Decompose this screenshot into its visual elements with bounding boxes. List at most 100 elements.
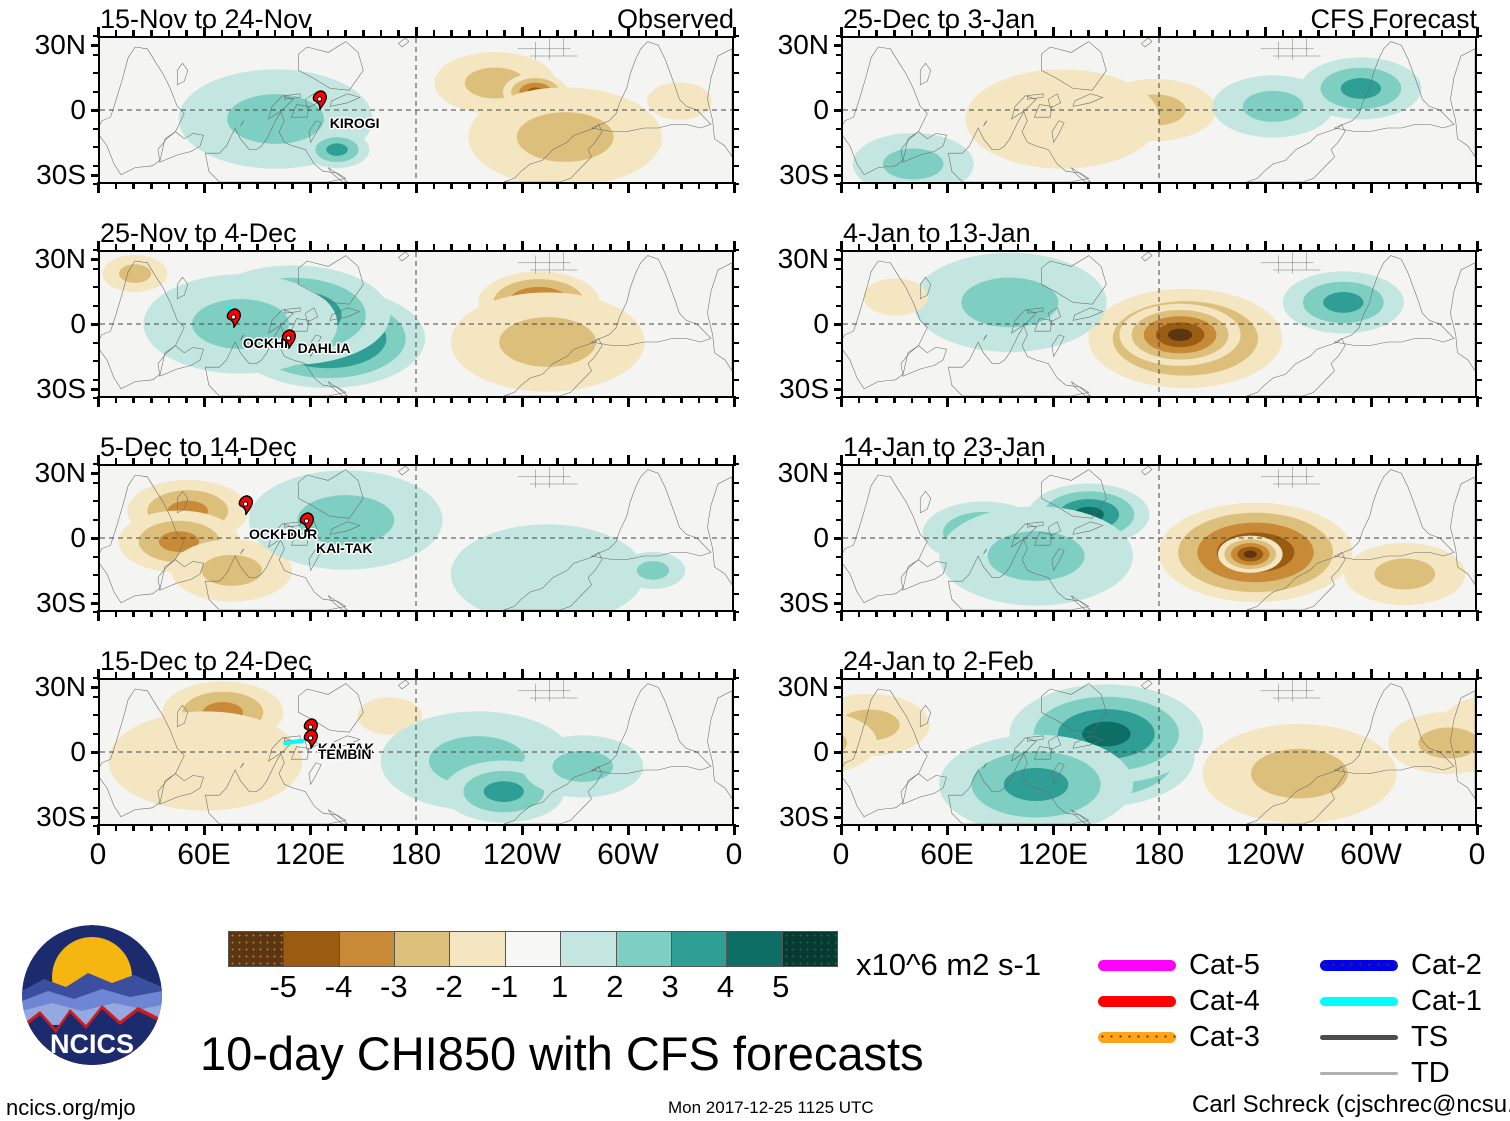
x-tick-mark [556, 610, 559, 617]
x-tick-mark [167, 610, 171, 617]
colorbar-swatch [670, 932, 727, 966]
x-tick-mark [150, 396, 153, 403]
x-tick-mark [291, 458, 294, 465]
colorbar-swatch [504, 932, 561, 966]
y-minor-tick [1476, 35, 1482, 37]
colorbar-tick-label: 2 [606, 969, 624, 1004]
y-minor-tick [93, 360, 99, 362]
x-tick-mark [238, 30, 241, 37]
x-tick-mark [1175, 824, 1179, 831]
x-tick-mark [999, 458, 1002, 465]
x-tick-mark [1334, 244, 1338, 251]
anomaly-contour [552, 750, 614, 782]
x-tick-mark [1246, 182, 1249, 189]
storm-name-label: KIROGI [329, 114, 380, 131]
x-tick-mark [1458, 672, 1461, 679]
y-minor-tick [836, 806, 842, 809]
x-tick-mark [627, 824, 630, 835]
x-tick-mark [468, 458, 471, 465]
y-tick-mark [834, 173, 843, 177]
x-tick-mark [1228, 824, 1232, 831]
logo-text: NCICS [50, 1029, 134, 1059]
coastline [298, 470, 363, 519]
anomaly-contour [1167, 328, 1193, 342]
coastline [1071, 810, 1090, 824]
y-minor-tick [1476, 788, 1482, 790]
x-tick-mark [1175, 458, 1179, 465]
x-tick-mark [1352, 182, 1355, 189]
y-minor-tick [836, 286, 842, 288]
x-tick-mark [397, 396, 400, 403]
x-tick-mark [291, 610, 294, 617]
x-tick-mark [1352, 458, 1355, 465]
y-minor-tick [733, 267, 739, 270]
x-tick-mark [981, 182, 984, 189]
x-tick-mark [185, 30, 188, 37]
colorbar-tick-label: 1 [551, 969, 569, 1004]
x-tick-mark [1334, 458, 1338, 465]
x-tick-mark [963, 182, 967, 189]
x-tick-mark [1069, 672, 1073, 679]
x-tick-mark [857, 672, 861, 679]
legend-line-swatch [1098, 1032, 1176, 1043]
x-tick-mark [733, 455, 736, 466]
x-tick-mark [220, 244, 224, 251]
coastline [205, 754, 345, 824]
x-tick-mark [132, 396, 135, 403]
coastline [504, 766, 602, 824]
legend-row-ts: TS [1320, 1023, 1448, 1052]
x-tick-mark [963, 244, 967, 251]
coastline [269, 96, 294, 119]
x-tick-mark [485, 672, 489, 679]
x-tick-mark [220, 672, 224, 679]
x-tick-mark [1423, 458, 1426, 465]
x-tick-mark [1052, 824, 1055, 835]
y-minor-tick [93, 127, 99, 130]
x-tick-mark [291, 396, 294, 403]
y-minor-tick [836, 267, 842, 270]
panel-title: 25-Nov to 4-Dec [100, 218, 297, 248]
map-svg [100, 252, 732, 396]
x-tick-mark [1105, 30, 1108, 37]
y-tick-mark [91, 258, 100, 262]
y-minor-tick [733, 146, 739, 148]
coastline [284, 308, 300, 313]
x-axis-labels-left: 0 60E 120E 180 120W 60W 0 [0, 840, 1510, 890]
y-minor-tick [733, 611, 739, 613]
x-tick-mark [362, 30, 365, 37]
x-tick-mark [344, 824, 347, 831]
y-minor-tick [836, 127, 842, 130]
x-tick-mark [1158, 669, 1161, 680]
x-tick-mark [1405, 30, 1408, 37]
y-minor-tick [1476, 481, 1482, 484]
coastline [1141, 466, 1152, 475]
x-tick-mark [1405, 182, 1408, 189]
x-tick-label: 120W [1225, 838, 1305, 871]
coastline [1247, 552, 1345, 610]
y-minor-tick [836, 695, 842, 698]
x-tick-mark [1122, 672, 1126, 679]
x-tick-mark [150, 182, 153, 189]
coastline [1335, 470, 1454, 560]
y-minor-tick [836, 90, 842, 93]
x-tick-mark [1334, 610, 1338, 617]
storm-name-label: KAI-TAK [317, 739, 375, 756]
x-tick-mark [1069, 824, 1073, 831]
y-minor-tick [93, 249, 99, 251]
x-tick-mark [1299, 244, 1302, 251]
coastline [1048, 522, 1060, 536]
y-minor-tick [1476, 267, 1482, 270]
x-tick-mark [397, 824, 400, 831]
x-tick-mark [715, 458, 718, 465]
x-tick-mark [114, 610, 118, 617]
y-minor-tick [733, 90, 739, 93]
x-tick-mark [150, 30, 153, 37]
storm-name-label: DUR [286, 525, 318, 542]
x-tick-mark [1370, 182, 1373, 193]
panel-title: 15-Dec to 24-Dec [100, 646, 312, 676]
colorbar-swatch [283, 932, 339, 966]
anomaly-contour [1374, 558, 1436, 590]
y-minor-tick [1476, 518, 1482, 521]
y-minor-tick [93, 788, 99, 790]
x-tick-mark [185, 396, 188, 403]
